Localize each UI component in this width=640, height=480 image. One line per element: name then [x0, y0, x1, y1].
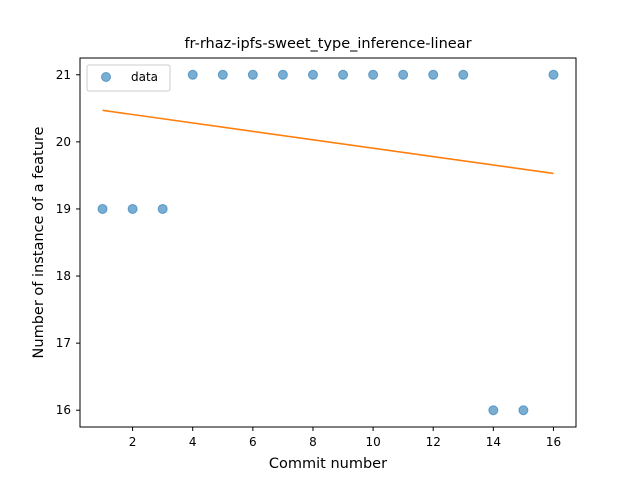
- data-point: [428, 69, 439, 80]
- x-tick-label: 10: [365, 435, 380, 449]
- x-axis: 2 4 6 8 10 12 14 16: [129, 427, 561, 449]
- data-point: [187, 69, 198, 80]
- y-tick-label: 18: [56, 269, 71, 283]
- legend-box: [86, 64, 171, 92]
- y-tick-label: 21: [56, 68, 71, 82]
- legend-marker-data: [101, 72, 111, 82]
- x-tick-label: 6: [249, 435, 257, 449]
- data-point: [127, 203, 138, 214]
- y-axis: 16 17 18 19 20 21: [56, 68, 80, 417]
- data-point: [458, 69, 469, 80]
- data-point: [247, 69, 258, 80]
- y-tick-label: 19: [56, 202, 71, 216]
- data-point: [518, 405, 529, 416]
- data-point: [488, 405, 499, 416]
- x-tick-label: 4: [189, 435, 197, 449]
- data-point: [307, 69, 318, 80]
- data-point: [338, 69, 349, 80]
- legend: data: [86, 64, 171, 92]
- plot-frame: [79, 57, 577, 428]
- data-point: [548, 69, 559, 80]
- data-point: [398, 69, 409, 80]
- legend-label-data: data: [131, 70, 158, 84]
- x-tick-label: 8: [309, 435, 317, 449]
- series-layer: [97, 69, 559, 416]
- y-axis-label: Number of instance of a feature: [31, 126, 47, 358]
- x-tick-label: 14: [486, 435, 501, 449]
- data-point: [277, 69, 288, 80]
- x-tick-label: 2: [129, 435, 137, 449]
- x-axis-label: Commit number: [269, 456, 387, 472]
- y-tick-label: 20: [56, 135, 71, 149]
- data-point: [157, 203, 168, 214]
- chart-title: fr-rhaz-ipfs-sweet_type_inference-linear: [184, 36, 471, 52]
- x-tick-label: 12: [426, 435, 441, 449]
- data-point: [97, 203, 108, 214]
- y-tick-label: 16: [56, 403, 71, 417]
- data-point: [217, 69, 228, 80]
- y-tick-label: 17: [56, 336, 71, 350]
- data-point: [368, 69, 379, 80]
- plot-area: [79, 57, 577, 428]
- fit-line: [102, 109, 554, 175]
- x-tick-label: 16: [546, 435, 561, 449]
